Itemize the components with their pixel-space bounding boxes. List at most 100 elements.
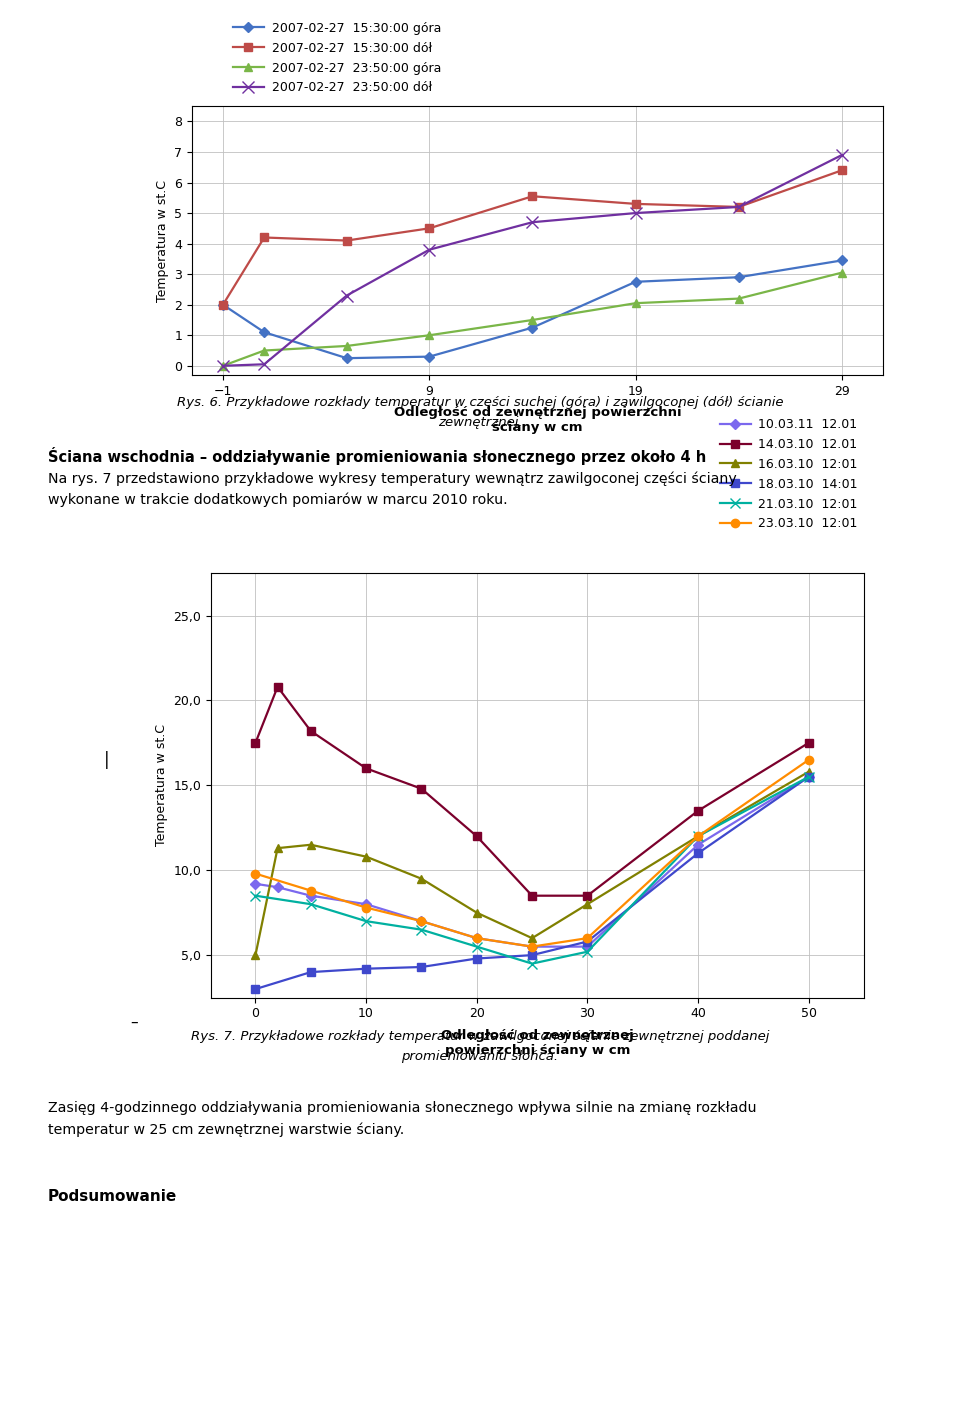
14.03.10  12.01 (272, 678, 283, 695)
Text: temperatur w 25 cm zewnętrznej warstwie ściany.: temperatur w 25 cm zewnętrznej warstwie … (48, 1122, 404, 1136)
21.03.10  12:01 (416, 921, 427, 938)
Line: 14.03.10  12.01: 14.03.10 12.01 (252, 682, 813, 900)
2007-02-27  15:30:00 dół (217, 296, 228, 313)
16.03.10  12:01 (416, 870, 427, 887)
10.03.11  12.01 (305, 887, 317, 904)
2007-02-27  23:50:00 dół (630, 205, 641, 222)
21.03.10  12:01 (305, 896, 317, 913)
Line: 23.03.10  12:01: 23.03.10 12:01 (252, 756, 813, 951)
2007-02-27  15:30:00 dół (733, 198, 745, 215)
10.03.11  12.01 (272, 879, 283, 896)
Text: Rys. 6. Przykładowe rozkłady temperatur w części suchej (góra) i zawilgoconej (d: Rys. 6. Przykładowe rozkłady temperatur … (177, 396, 783, 409)
21.03.10  12:01 (803, 768, 814, 785)
16.03.10  12:01 (692, 828, 704, 845)
Legend: 2007-02-27  15:30:00 góra, 2007-02-27  15:30:00 dół, 2007-02-27  23:50:00 góra, : 2007-02-27 15:30:00 góra, 2007-02-27 15:… (233, 21, 441, 95)
Line: 2007-02-27  23:50:00 góra: 2007-02-27 23:50:00 góra (219, 269, 846, 369)
2007-02-27  15:30:00 dół (341, 232, 352, 249)
18.03.10  14:01 (692, 845, 704, 862)
14.03.10  12.01 (250, 734, 261, 751)
23.03.10  12:01 (360, 899, 372, 916)
23.03.10  12:01 (582, 930, 593, 947)
2007-02-27  15:30:00 dół (836, 161, 848, 178)
16.03.10  12:01 (526, 930, 538, 947)
Text: |: | (104, 751, 109, 768)
Line: 2007-02-27  15:30:00 dół: 2007-02-27 15:30:00 dół (219, 166, 846, 308)
14.03.10  12.01 (416, 780, 427, 797)
10.03.11  12.01 (526, 938, 538, 955)
Line: 18.03.10  14:01: 18.03.10 14:01 (252, 773, 813, 993)
23.03.10  12:01 (526, 938, 538, 955)
2007-02-27  15:30:00 dół (630, 195, 641, 212)
Text: Rys. 7. Przykładowe rozkłady temperatur w zawilgoconej ścianie zewnętrznej podda: Rys. 7. Przykładowe rozkłady temperatur … (191, 1030, 769, 1043)
Line: 2007-02-27  15:30:00 góra: 2007-02-27 15:30:00 góra (220, 258, 846, 362)
2007-02-27  15:30:00 góra (527, 320, 539, 337)
2007-02-27  15:30:00 góra (423, 348, 435, 365)
21.03.10  12:01 (582, 944, 593, 961)
Line: 16.03.10  12:01: 16.03.10 12:01 (252, 767, 813, 959)
Text: zewnętrznej.: zewnętrznej. (438, 416, 522, 429)
2007-02-27  15:30:00 góra (733, 269, 745, 286)
14.03.10  12.01 (305, 723, 317, 740)
10.03.11  12.01 (803, 768, 814, 785)
2007-02-27  23:50:00 dół (258, 355, 270, 372)
2007-02-27  23:50:00 góra (217, 358, 228, 375)
23.03.10  12:01 (416, 913, 427, 930)
18.03.10  14:01 (582, 932, 593, 949)
18.03.10  14:01 (305, 964, 317, 981)
2007-02-27  15:30:00 dół (258, 229, 270, 246)
16.03.10  12:01 (471, 904, 483, 921)
2007-02-27  23:50:00 dół (836, 147, 848, 164)
Text: wykonane w trakcie dodatkowych pomiarów w marcu 2010 roku.: wykonane w trakcie dodatkowych pomiarów … (48, 492, 508, 507)
21.03.10  12:01 (360, 913, 372, 930)
2007-02-27  23:50:00 dół (733, 198, 745, 215)
2007-02-27  23:50:00 góra (258, 342, 270, 359)
16.03.10  12:01 (803, 763, 814, 780)
21.03.10  12:01 (692, 828, 704, 845)
Text: –: – (131, 1015, 138, 1030)
10.03.11  12.01 (692, 836, 704, 853)
2007-02-27  23:50:00 dół (341, 287, 352, 304)
21.03.10  12:01 (250, 887, 261, 904)
2007-02-27  15:30:00 góra (630, 273, 641, 290)
2007-02-27  23:50:00 góra (423, 327, 435, 344)
23.03.10  12:01 (250, 865, 261, 882)
2007-02-27  15:30:00 góra (258, 324, 270, 341)
Text: promieniowaniu słońca.: promieniowaniu słońca. (401, 1050, 559, 1063)
Legend: 10.03.11  12.01, 14.03.10  12.01, 16.03.10  12:01, 18.03.10  14:01, 21.03.10  12: 10.03.11 12.01, 14.03.10 12.01, 16.03.10… (719, 417, 857, 531)
Text: Na rys. 7 przedstawiono przykładowe wykresy temperatury wewnątrz zawilgoconej cz: Na rys. 7 przedstawiono przykładowe wykr… (48, 471, 736, 485)
Text: Zasięg 4-godzinnego oddziaływania promieniowania słonecznego wpływa silnie na zm: Zasięg 4-godzinnego oddziaływania promie… (48, 1101, 756, 1115)
14.03.10  12.01 (803, 734, 814, 751)
18.03.10  14:01 (250, 981, 261, 998)
23.03.10  12:01 (692, 828, 704, 845)
2007-02-27  15:30:00 dół (527, 188, 539, 205)
Y-axis label: Temperatura w st.C: Temperatura w st.C (156, 724, 168, 846)
2007-02-27  23:50:00 góra (527, 311, 539, 328)
2007-02-27  15:30:00 dół (423, 219, 435, 236)
14.03.10  12.01 (471, 828, 483, 845)
16.03.10  12:01 (582, 896, 593, 913)
10.03.11  12.01 (471, 930, 483, 947)
21.03.10  12:01 (471, 938, 483, 955)
14.03.10  12.01 (582, 887, 593, 904)
Text: Ściana wschodnia – oddziaływanie promieniowania słonecznego przez około 4 h: Ściana wschodnia – oddziaływanie promien… (48, 447, 707, 466)
Y-axis label: Temperatura w st.C: Temperatura w st.C (156, 180, 169, 301)
16.03.10  12:01 (272, 839, 283, 856)
14.03.10  12.01 (360, 760, 372, 777)
23.03.10  12:01 (305, 882, 317, 899)
2007-02-27  23:50:00 góra (630, 294, 641, 311)
2007-02-27  23:50:00 góra (733, 290, 745, 307)
2007-02-27  15:30:00 góra (341, 350, 352, 366)
10.03.11  12.01 (250, 876, 261, 893)
2007-02-27  15:30:00 góra (217, 296, 228, 313)
X-axis label: Odległość od zewnętrznej powierzchni
ściany w cm: Odległość od zewnętrznej powierzchni ści… (394, 406, 682, 434)
2007-02-27  23:50:00 góra (836, 265, 848, 282)
16.03.10  12:01 (250, 947, 261, 964)
10.03.11  12.01 (582, 938, 593, 955)
16.03.10  12:01 (305, 836, 317, 853)
2007-02-27  23:50:00 dół (217, 358, 228, 375)
18.03.10  14:01 (526, 947, 538, 964)
10.03.11  12.01 (360, 896, 372, 913)
16.03.10  12:01 (360, 848, 372, 865)
18.03.10  14:01 (803, 768, 814, 785)
Line: 10.03.11  12.01: 10.03.11 12.01 (252, 774, 812, 949)
